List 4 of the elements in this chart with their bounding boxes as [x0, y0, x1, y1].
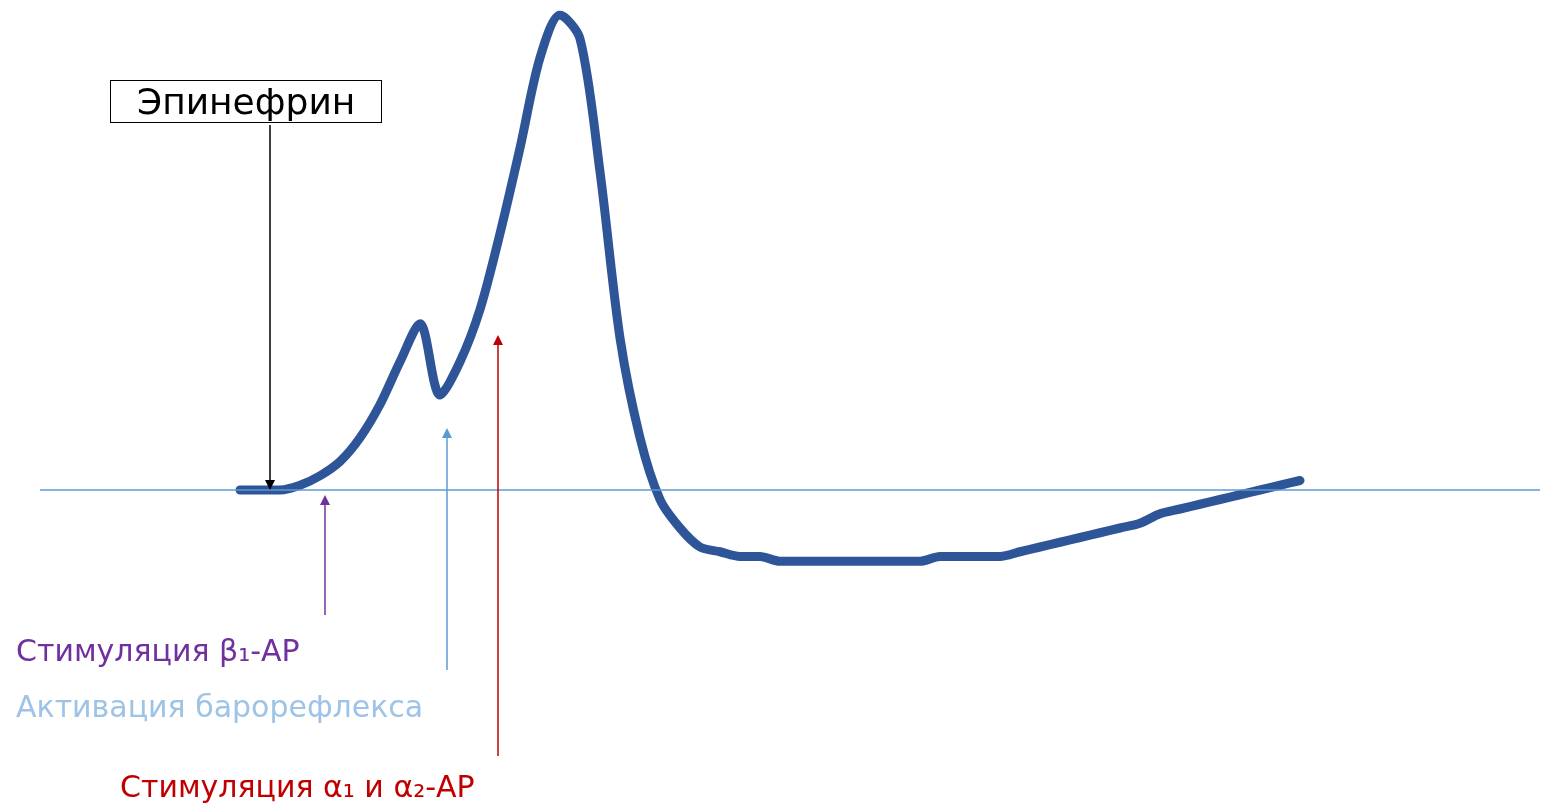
text: Стимуляция α₁ и α₂-АР — [120, 769, 475, 804]
text: Стимуляция β₁-АР — [16, 633, 300, 668]
annotation: Эпинефрин — [137, 81, 356, 122]
text: Активация барорефлекса — [16, 689, 424, 724]
